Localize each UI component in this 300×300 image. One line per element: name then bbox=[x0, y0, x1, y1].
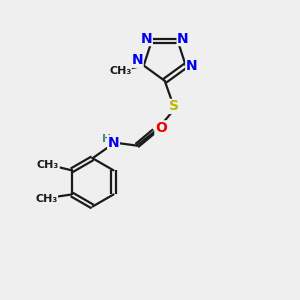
Text: CH₃: CH₃ bbox=[37, 160, 59, 170]
Text: N: N bbox=[108, 136, 119, 150]
Text: CH₃: CH₃ bbox=[109, 66, 131, 76]
Text: O: O bbox=[155, 121, 167, 135]
Text: N: N bbox=[186, 58, 197, 73]
Text: N: N bbox=[131, 53, 143, 67]
Text: N: N bbox=[177, 32, 189, 46]
Text: N: N bbox=[141, 32, 152, 46]
Text: S: S bbox=[169, 99, 179, 113]
Text: H: H bbox=[102, 134, 111, 144]
Text: CH₃: CH₃ bbox=[35, 194, 58, 204]
